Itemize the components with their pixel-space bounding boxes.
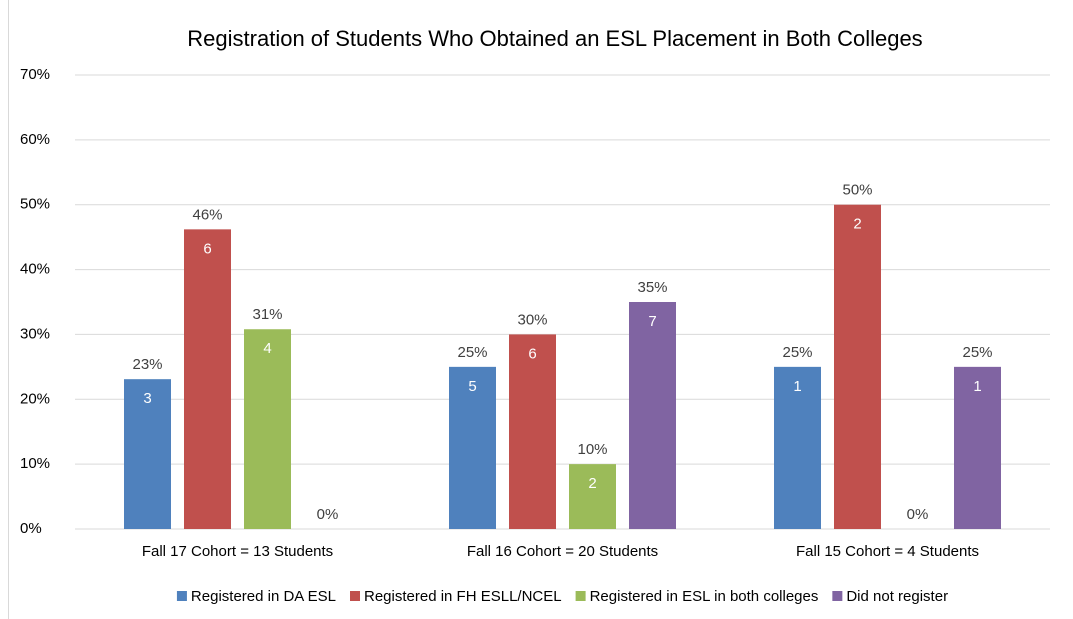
y-tick-label: 20% — [20, 390, 50, 407]
value-label: 50% — [842, 182, 872, 199]
value-label: 0% — [907, 506, 929, 523]
y-tick-label: 50% — [20, 196, 50, 213]
count-label: 6 — [528, 345, 536, 362]
count-label: 1 — [973, 378, 981, 395]
y-tick-label: 0% — [20, 520, 42, 537]
value-label: 30% — [517, 311, 547, 328]
count-label: 2 — [853, 216, 861, 233]
bar — [244, 329, 291, 529]
bar — [184, 229, 231, 530]
legend-swatch — [575, 591, 586, 601]
count-label: 5 — [468, 378, 476, 395]
count-label: 6 — [203, 240, 211, 257]
value-label: 25% — [782, 344, 812, 361]
value-label: 25% — [962, 344, 992, 361]
count-label: 3 — [143, 390, 151, 407]
count-label: 1 — [793, 378, 801, 395]
chart-title: Registration of Students Who Obtained an… — [187, 26, 922, 51]
x-tick-label: Fall 16 Cohort = 20 Students — [467, 543, 658, 560]
x-tick-label: Fall 15 Cohort = 4 Students — [796, 543, 979, 560]
y-tick-label: 60% — [20, 131, 50, 148]
bar — [954, 366, 1001, 529]
value-label: 0% — [317, 506, 339, 523]
count-label: 2 — [588, 475, 596, 492]
legend-label: Registered in DA ESL — [191, 588, 336, 605]
bar — [774, 366, 821, 529]
legend-label: Registered in ESL in both colleges — [590, 588, 819, 605]
x-tick-label: Fall 17 Cohort = 13 Students — [142, 543, 333, 560]
count-label: 7 — [648, 313, 656, 330]
value-label: 35% — [637, 279, 667, 296]
legend: Registered in DA ESL Registered in FH ESL… — [176, 588, 948, 605]
count-label: 4 — [263, 340, 271, 357]
y-tick-label: 10% — [20, 455, 50, 472]
value-label: 31% — [252, 306, 282, 323]
legend-swatch — [832, 591, 843, 601]
y-tick-label: 30% — [20, 325, 50, 342]
bar — [509, 334, 556, 529]
bar — [629, 302, 676, 529]
legend-swatch — [350, 591, 361, 601]
value-label: 46% — [192, 206, 222, 223]
y-tick-label: 70% — [20, 66, 50, 83]
legend-label: Did not register — [846, 588, 948, 605]
value-label: 25% — [457, 344, 487, 361]
bar — [569, 464, 616, 529]
bar — [449, 366, 496, 529]
value-label: 23% — [132, 356, 162, 373]
bar — [124, 379, 171, 529]
bar — [834, 204, 881, 529]
y-tick-label: 40% — [20, 261, 50, 278]
value-label: 10% — [577, 441, 607, 458]
legend-label: Registered in FH ESLL/NCEL — [364, 588, 562, 605]
legend-swatch — [176, 591, 187, 601]
